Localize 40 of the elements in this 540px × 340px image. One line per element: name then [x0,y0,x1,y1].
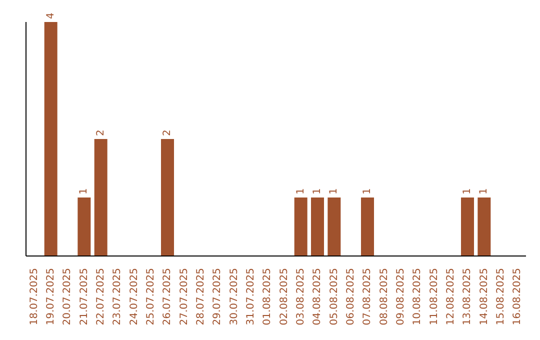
x-tick-label: 29.07.2025 [212,268,224,326]
x-tick-label: 16.08.2025 [512,268,524,326]
data-label: 1 [312,188,323,194]
x-tick-label: 06.08.2025 [346,268,356,326]
data-label: 1 [478,188,490,194]
data-label: 1 [295,188,306,194]
x-tick-label: 09.08.2025 [396,268,406,326]
x-tick-label: 04.08.2025 [312,268,324,326]
x-tick-label: 30.07.2025 [228,268,240,326]
x-tick-label: 23.07.2025 [112,268,124,326]
x-tick-label: 27.07.2025 [178,268,190,326]
data-label: 1 [462,188,473,194]
data-label: 1 [328,188,340,194]
x-tick-label: 02.08.2025 [278,268,290,326]
data-label: 2 [95,130,106,136]
x-tick-label: 21.07.2025 [78,268,90,326]
x-tick-label: 14.08.2025 [478,268,490,326]
x-tick-label: 19.07.2025 [46,268,56,326]
x-tick-label: 07.08.2025 [362,268,374,326]
x-tick-label: 18.07.2025 [28,268,40,326]
x-tick-label: 05.08.2025 [328,268,340,326]
x-tick-label: 08.08.2025 [378,268,390,326]
data-label: 1 [362,188,373,194]
x-tick-label: 20.07.2025 [62,268,74,326]
x-tick-label: 11.08.2025 [428,268,440,326]
x-tick-label: 03.08.2025 [296,268,306,326]
x-tick-label: 13.08.2025 [462,268,474,326]
data-label: 4 [45,12,56,19]
x-tick-label: 12.08.2025 [446,268,456,326]
x-tick-label: 10.08.2025 [412,268,424,326]
x-tick-label: 28.07.2025 [196,268,206,326]
x-tick-label: 24.07.2025 [128,268,140,326]
x-tick-label: 15.08.2025 [496,268,506,326]
x-tick-label: 22.07.2025 [96,268,106,326]
x-tick-label: 25.07.2025 [146,268,156,326]
x-tick-label: 31.07.2025 [246,268,256,326]
data-label: 2 [162,130,173,136]
x-tick-label: 26.07.2025 [162,268,174,326]
data-label: 1 [78,188,90,194]
x-tick-label: 01.08.2025 [262,268,274,326]
